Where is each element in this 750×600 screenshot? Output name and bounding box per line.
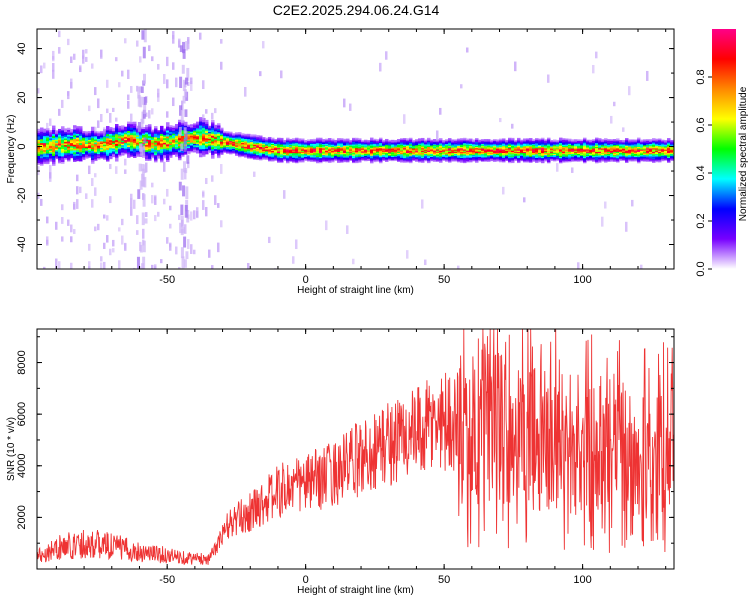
x-tick-label: 100 [573, 274, 591, 286]
colorbar: 0.0 0.2 0.4 0.6 0.8 Normalized spectral ampli… [695, 29, 749, 277]
y-tick-label: -20 [16, 188, 28, 204]
colorbar-tick-label: 0.6 [695, 117, 707, 132]
x-tick-label: 50 [438, 574, 450, 586]
colorbar-tick-label: 0.8 [695, 69, 707, 84]
y-tick-label: 0 [16, 143, 28, 149]
y-tick-label: 40 [16, 42, 28, 54]
y-tick-label: 6000 [16, 402, 28, 426]
snr-frame [36, 328, 675, 570]
colorbar-gradient [712, 29, 736, 269]
snr-series-line [37, 329, 674, 565]
x-tick-label: 0 [303, 574, 309, 586]
y-tick-label: -40 [16, 237, 28, 253]
y-axis-label: SNR (10 * v/v) [6, 417, 17, 481]
snr-panel: -50 0 50 100 2000 4000 6000 8000 Height of strai… [6, 328, 675, 596]
y-tick-label: 20 [16, 91, 28, 103]
y-tick-label: 4000 [16, 454, 28, 478]
x-tick-label: 0 [303, 274, 309, 286]
x-axis-label: Height of straight line (km) [297, 585, 414, 596]
colorbar-tick-label: 0.2 [695, 213, 707, 228]
spectrogram-panel: -50 0 50 100 -40 -20 0 20 40 Height of straight l… [6, 28, 675, 296]
y-tick-label: 8000 [16, 350, 28, 374]
y-axis-label: Frequency (Hz) [6, 115, 17, 184]
chart-title: C2E2.2025.294.06.24.G14 [272, 2, 440, 18]
x-tick-label: -50 [159, 274, 175, 286]
y-tick-label: 2000 [16, 505, 28, 529]
spectrogram-frame [36, 28, 675, 270]
x-tick-label: -50 [159, 574, 175, 586]
colorbar-tick-label: 0.4 [695, 165, 707, 180]
spectrogram-cells [37, 29, 674, 269]
colorbar-tick-label: 0.0 [695, 261, 707, 276]
x-tick-label: 50 [438, 274, 450, 286]
x-tick-label: 100 [573, 574, 591, 586]
x-axis-label: Height of straight line (km) [297, 285, 414, 296]
colorbar-label: Normalized spectral amplitude [738, 86, 749, 221]
